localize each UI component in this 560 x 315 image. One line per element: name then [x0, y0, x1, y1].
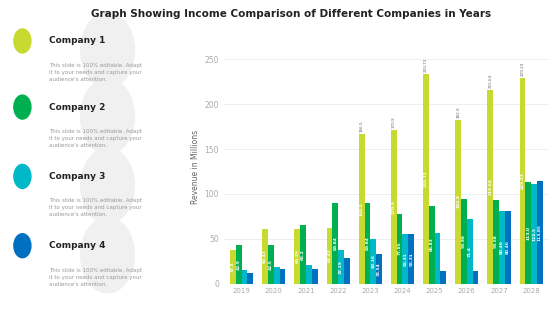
Text: 215.64: 215.64	[488, 178, 492, 195]
Bar	[365, 203, 370, 284]
Bar	[403, 234, 408, 284]
Text: 77.85: 77.85	[398, 242, 402, 255]
Bar	[230, 250, 236, 284]
Bar	[333, 203, 338, 284]
Text: 65.2: 65.2	[301, 249, 305, 260]
Circle shape	[14, 164, 31, 188]
Bar	[295, 229, 300, 284]
Bar	[274, 267, 279, 284]
Text: 166.5: 166.5	[360, 121, 363, 132]
Text: 32.54: 32.54	[377, 262, 381, 276]
Text: 86.83: 86.83	[430, 238, 434, 251]
Text: 42.9: 42.9	[237, 259, 241, 270]
Bar	[473, 271, 478, 284]
Bar	[338, 250, 344, 284]
Bar	[440, 271, 446, 284]
Text: 50.16: 50.16	[371, 254, 375, 268]
Text: This slide is 100% editable. Adapt
it to your needs and capture your
audience's : This slide is 100% editable. Adapt it to…	[49, 198, 142, 217]
Text: 229.23: 229.23	[520, 62, 524, 76]
Text: 170.9: 170.9	[392, 200, 396, 214]
Circle shape	[14, 29, 31, 53]
Text: 55.31: 55.31	[403, 252, 407, 266]
Text: 110.5: 110.5	[532, 227, 536, 241]
Bar	[248, 273, 253, 284]
Bar	[505, 211, 511, 284]
Text: 89.84: 89.84	[333, 236, 337, 250]
Text: 89.84: 89.84	[366, 236, 370, 250]
Bar	[525, 182, 531, 284]
Circle shape	[81, 79, 134, 154]
Text: 60.39: 60.39	[295, 249, 300, 263]
Text: 62.42: 62.42	[328, 249, 332, 262]
Bar	[520, 78, 525, 284]
Y-axis label: Revenue in Millions: Revenue in Millions	[192, 130, 200, 204]
Text: Graph Showing Income Comparison of Different Companies in Years: Graph Showing Income Comparison of Diffe…	[91, 9, 491, 20]
Text: 170.9: 170.9	[392, 117, 396, 129]
Bar	[300, 225, 306, 284]
Bar	[455, 119, 461, 284]
Bar	[487, 90, 493, 284]
Bar	[344, 258, 350, 284]
Bar	[268, 245, 274, 284]
Text: Company 3: Company 3	[49, 172, 106, 181]
Text: 113.0: 113.0	[526, 226, 530, 240]
Circle shape	[14, 234, 31, 258]
Text: Company 2: Company 2	[49, 103, 106, 112]
Bar	[408, 234, 414, 284]
Bar	[312, 269, 318, 284]
Text: 42.5: 42.5	[269, 259, 273, 270]
Text: 37.5: 37.5	[231, 261, 235, 272]
Bar	[537, 181, 543, 284]
Text: 229.23: 229.23	[520, 172, 524, 189]
Bar	[370, 238, 376, 284]
Bar	[262, 229, 268, 284]
Circle shape	[81, 13, 134, 88]
Text: 93.98: 93.98	[462, 234, 466, 248]
Bar	[279, 269, 286, 284]
Bar	[423, 74, 429, 284]
Text: 80.46: 80.46	[500, 240, 504, 255]
Bar	[306, 265, 312, 284]
Bar	[391, 130, 396, 284]
Bar	[461, 199, 467, 284]
Text: 80.46: 80.46	[506, 240, 510, 255]
Bar	[236, 245, 242, 284]
Text: 182.9: 182.9	[456, 195, 460, 209]
Bar	[396, 214, 403, 284]
Bar	[493, 200, 499, 284]
Text: 233.72: 233.72	[424, 170, 428, 187]
Bar	[242, 270, 248, 284]
Bar	[467, 220, 473, 284]
Bar	[376, 254, 382, 284]
Text: 55.31: 55.31	[409, 252, 413, 266]
Bar	[326, 227, 333, 284]
Bar	[359, 134, 365, 284]
Text: This slide is 100% editable. Adapt
it to your needs and capture your
audience's : This slide is 100% editable. Adapt it to…	[49, 63, 142, 82]
Bar	[429, 206, 435, 284]
Text: 166.5: 166.5	[360, 202, 363, 216]
Text: This slide is 100% editable. Adapt
it to your needs and capture your
audience's : This slide is 100% editable. Adapt it to…	[49, 129, 142, 148]
Text: 113.85: 113.85	[538, 224, 542, 241]
Text: Company 1: Company 1	[49, 37, 106, 45]
Circle shape	[81, 148, 134, 224]
Text: 215.64: 215.64	[488, 74, 492, 89]
Text: 60.42: 60.42	[263, 249, 267, 263]
Text: 71.4: 71.4	[468, 246, 472, 257]
Text: 37.19: 37.19	[339, 260, 343, 274]
Circle shape	[81, 217, 134, 293]
Text: 233.72: 233.72	[424, 58, 428, 72]
Bar	[499, 211, 505, 284]
Bar	[531, 185, 537, 284]
Circle shape	[14, 95, 31, 119]
Text: This slide is 100% editable. Adapt
it to your needs and capture your
audience's : This slide is 100% editable. Adapt it to…	[49, 268, 142, 287]
Text: 93.58: 93.58	[494, 235, 498, 249]
Text: 182.9: 182.9	[456, 106, 460, 118]
Bar	[435, 233, 440, 284]
Text: Company 4: Company 4	[49, 241, 106, 250]
